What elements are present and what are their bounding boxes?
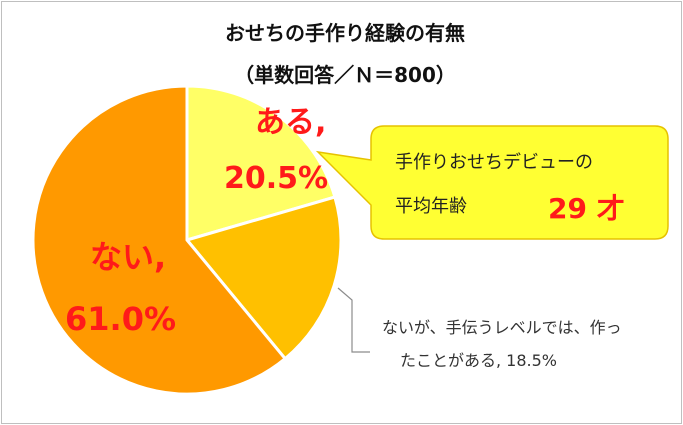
slice-value-aru: 20.5% [224, 161, 328, 196]
slice-label-helped-line2: たことがある, 18.5% [400, 351, 557, 370]
slice-label-aru: ある, [255, 105, 326, 140]
slice-helped [184, 195, 343, 361]
callout-value: 29 才 [548, 192, 625, 225]
chart-title: おせちの手作り経験の有無 [225, 21, 465, 45]
chart-subtitle: （単数回答／Ｎ＝800） [234, 63, 456, 87]
callout-line1: 手作りおせちデビューの [395, 152, 593, 173]
slice-nai [31, 84, 288, 396]
slice-value-nai: 61.0% [65, 300, 176, 338]
leader-line [337, 287, 370, 353]
callout-bubble [315, 125, 669, 240]
pie-slices [31, 84, 343, 396]
slice-aru [185, 84, 337, 242]
callout-line2: 平均年齢 [395, 196, 467, 217]
slice-label-helped-line1: ないが、手伝うレベルでは、作っ [382, 318, 622, 337]
slice-label-nai: ない, [90, 238, 166, 276]
